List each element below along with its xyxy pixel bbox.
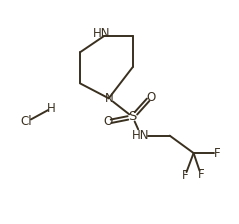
Text: F: F bbox=[197, 168, 204, 181]
Text: S: S bbox=[128, 110, 137, 123]
Text: F: F bbox=[214, 146, 221, 159]
Text: O: O bbox=[103, 115, 112, 128]
Text: HN: HN bbox=[93, 27, 111, 40]
Text: H: H bbox=[47, 102, 56, 115]
Text: O: O bbox=[146, 90, 155, 103]
Text: HN: HN bbox=[132, 129, 150, 142]
Text: Cl: Cl bbox=[21, 115, 32, 128]
Text: N: N bbox=[105, 92, 114, 105]
Text: F: F bbox=[182, 169, 189, 182]
